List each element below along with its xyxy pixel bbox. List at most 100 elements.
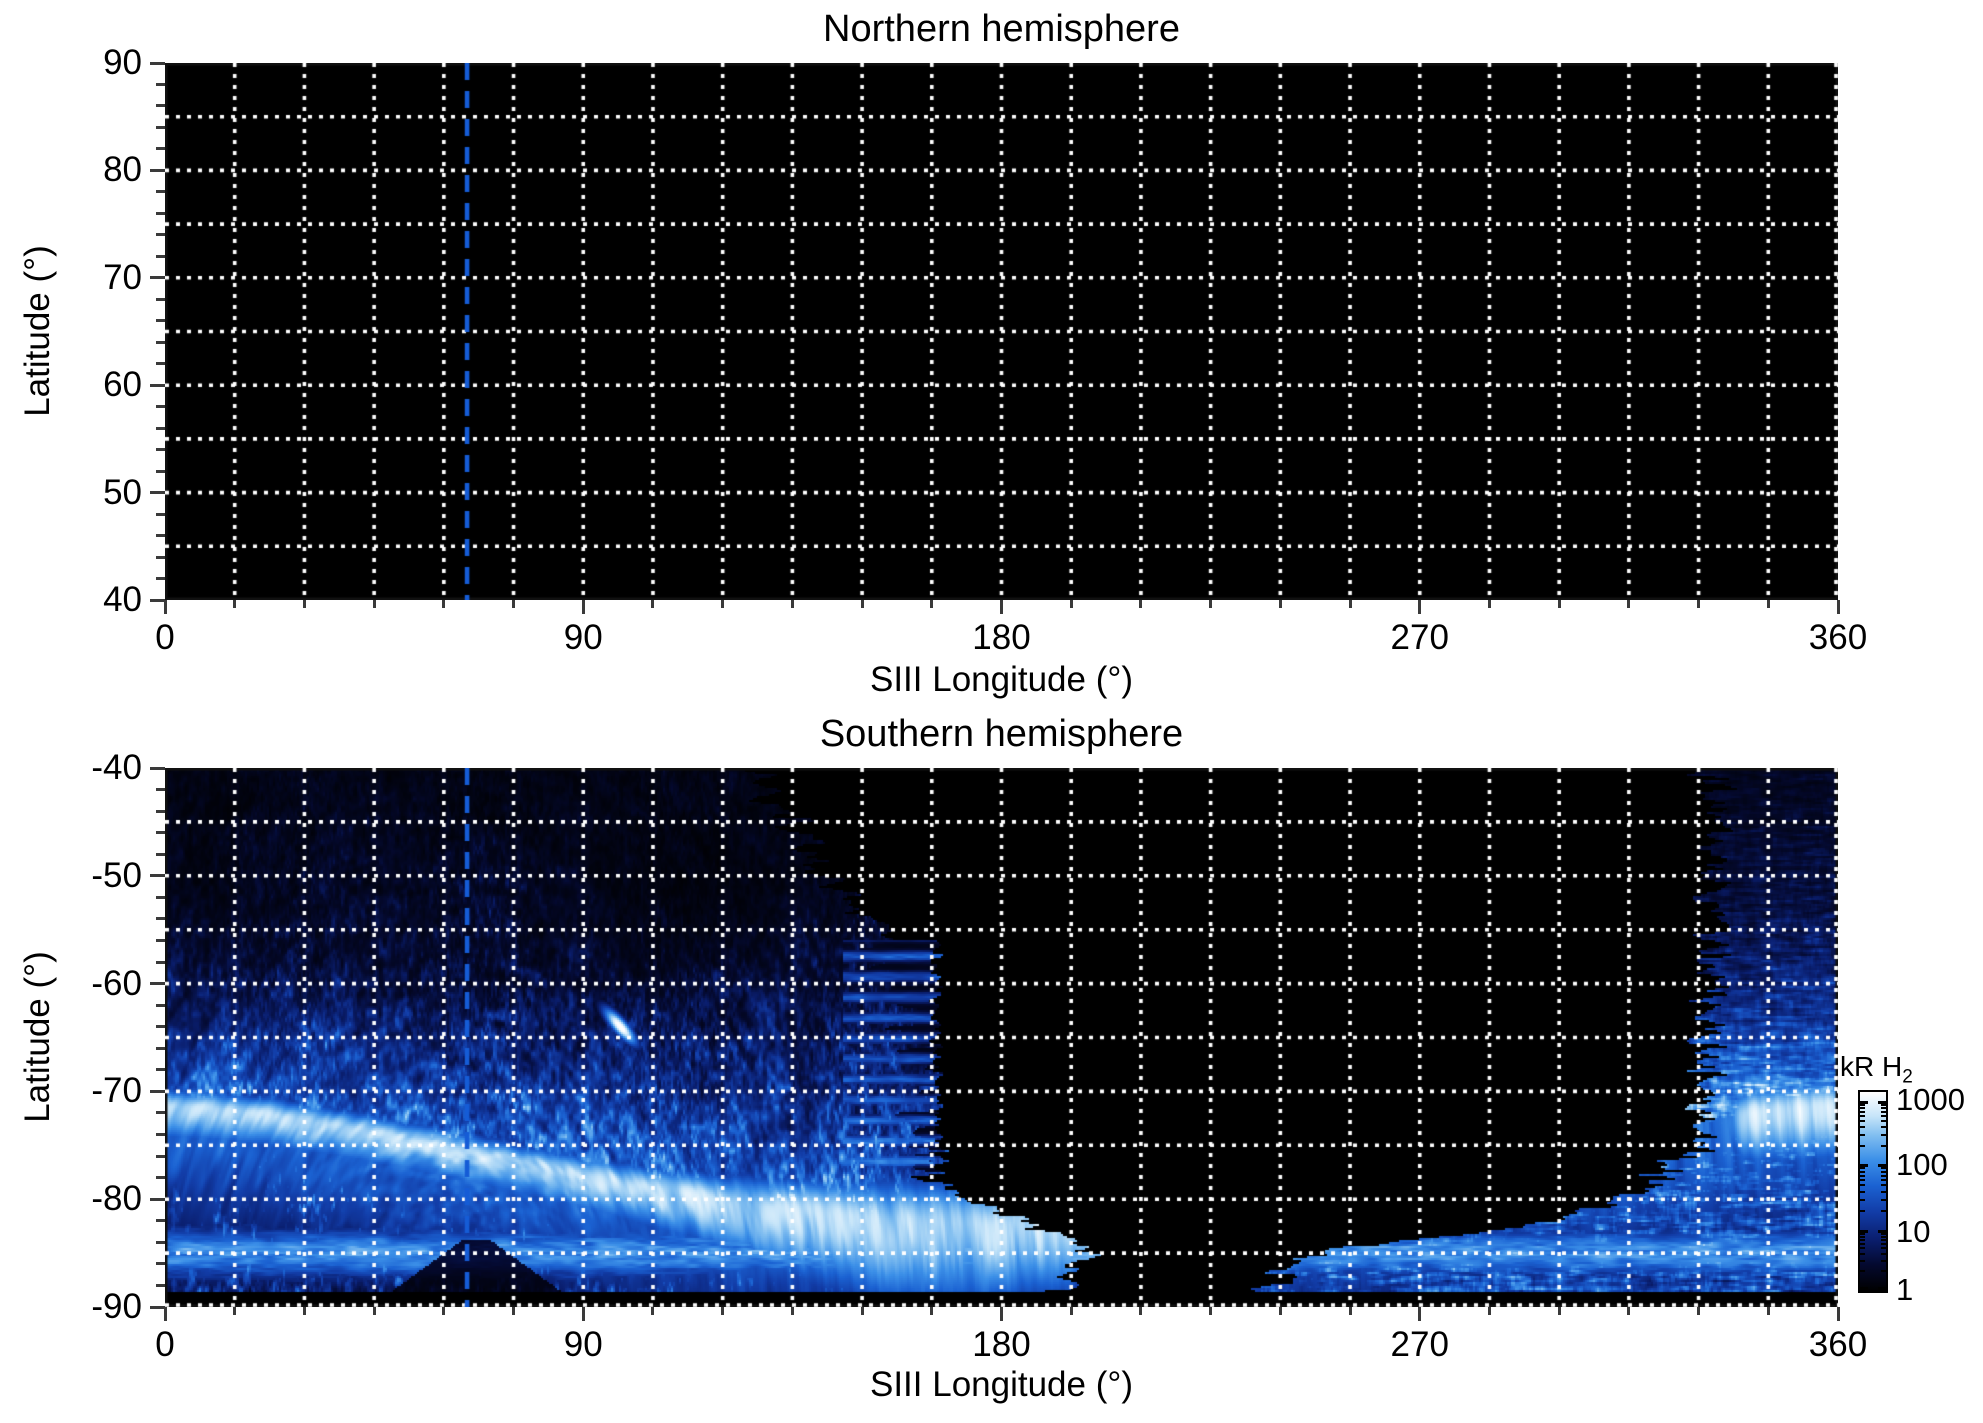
north-panel-title: Northern hemisphere [823, 8, 1180, 50]
colorbar-tick [1881, 1145, 1886, 1148]
y-tick-minor [156, 211, 165, 215]
colorbar-tick [1881, 1239, 1886, 1242]
x-tick-major [163, 1307, 167, 1321]
y-tick-minor [156, 577, 165, 581]
colorbar-tick [1860, 1287, 1868, 1290]
x-tick-label: 90 [563, 1325, 603, 1364]
x-tick-minor [1557, 1307, 1561, 1315]
y-tick-minor [156, 1219, 165, 1223]
x-tick-minor [651, 1307, 655, 1315]
colorbar-tick [1881, 1198, 1886, 1201]
y-tick-major [150, 61, 165, 65]
y-tick-minor [156, 788, 165, 792]
y-tick-major [150, 276, 165, 280]
x-tick-minor [790, 1307, 794, 1315]
colorbar-tick [1860, 1239, 1865, 1242]
south-xaxis-label: SIII Longitude (°) [869, 1365, 1134, 1404]
colorbar-tick [1881, 1269, 1886, 1272]
y-tick-minor [156, 1111, 165, 1115]
y-tick-major [150, 168, 165, 172]
y-tick-minor [156, 297, 165, 301]
colorbar-tick [1860, 1269, 1865, 1272]
y-tick-minor [156, 555, 165, 559]
y-tick-minor [156, 1003, 165, 1007]
colorbar-tick [1881, 1103, 1886, 1106]
colorbar-tick [1881, 1252, 1886, 1255]
y-tick-minor [156, 82, 165, 86]
colorbar-tick [1860, 1167, 1865, 1170]
x-tick-minor [1766, 1307, 1770, 1315]
colorbar-tick [1860, 1230, 1868, 1234]
colorbar-tick [1860, 1247, 1865, 1250]
x-tick-minor [721, 1307, 725, 1315]
y-tick-major [150, 1197, 165, 1201]
colorbar-tick [1860, 1106, 1865, 1109]
x-tick-minor [860, 600, 864, 608]
y-tick-minor [156, 1154, 165, 1158]
y-tick-minor [156, 104, 165, 108]
colorbar-tick [1881, 1184, 1886, 1187]
colorbar-tick [1860, 1103, 1865, 1106]
colorbar-tick [1860, 1198, 1865, 1201]
x-tick-minor [233, 600, 237, 608]
y-tick-minor [156, 895, 165, 899]
colorbar-tick [1860, 1164, 1868, 1168]
colorbar-unit-sub: 2 [1902, 1066, 1913, 1088]
x-tick-minor [1557, 600, 1561, 608]
y-tick-minor [156, 405, 165, 409]
x-tick-label: 180 [972, 618, 1031, 657]
colorbar-tick [1881, 1179, 1886, 1182]
colorbar-tick [1881, 1114, 1886, 1117]
x-tick-minor [512, 600, 516, 608]
north-xaxis-label: SIII Longitude (°) [869, 660, 1134, 699]
y-tick-label: 40 [103, 580, 142, 619]
colorbar-tick [1860, 1170, 1865, 1173]
colorbar-tick [1860, 1179, 1865, 1182]
colorbar-tick [1881, 1134, 1886, 1137]
x-tick-minor [790, 600, 794, 608]
colorbar-tick [1881, 1170, 1886, 1173]
colorbar-tick-label: 10 [1896, 1214, 1931, 1250]
colorbar-tick [1860, 1126, 1865, 1129]
y-tick-label: 60 [103, 365, 142, 405]
x-tick-label: 270 [1390, 1325, 1449, 1364]
colorbar-unit-label: kR H2 [1840, 1052, 1913, 1093]
colorbar-tick-label: 1000 [1896, 1081, 1965, 1117]
y-tick-minor [156, 1046, 165, 1050]
y-tick-major [150, 1305, 165, 1309]
colorbar-tick [1881, 1167, 1886, 1170]
x-tick-label: 360 [1808, 618, 1868, 657]
colorbar-tick [1881, 1232, 1886, 1235]
x-tick-minor [1627, 1307, 1631, 1315]
x-tick-minor [442, 1307, 446, 1315]
x-tick-label: 180 [972, 1325, 1031, 1364]
y-tick-minor [156, 233, 165, 237]
x-tick-major [1836, 600, 1840, 614]
x-tick-major [1418, 1307, 1422, 1321]
y-tick-minor [156, 960, 165, 964]
x-tick-minor [1069, 1307, 1073, 1315]
colorbar-tick [1860, 1259, 1865, 1262]
colorbar-tick [1881, 1110, 1886, 1113]
y-tick-minor [156, 1025, 165, 1029]
x-tick-minor [1209, 1307, 1213, 1315]
colorbar-tick [1881, 1106, 1886, 1109]
y-tick-major [150, 598, 165, 602]
x-tick-minor [1697, 1307, 1701, 1315]
x-tick-major [1000, 600, 1003, 614]
x-tick-minor [930, 600, 934, 608]
x-tick-minor [1487, 1307, 1491, 1315]
colorbar-tick [1881, 1174, 1886, 1177]
colorbar-tick [1881, 1210, 1886, 1213]
colorbar-tick [1881, 1235, 1886, 1238]
x-tick-major [1836, 1307, 1840, 1321]
x-tick-minor [1278, 1307, 1282, 1315]
x-tick-label: 270 [1390, 618, 1449, 657]
colorbar-tick [1860, 1210, 1865, 1213]
x-tick-label: 360 [1808, 1325, 1868, 1364]
y-tick-label: 80 [103, 150, 142, 190]
colorbar-tick [1860, 1119, 1865, 1122]
y-tick-major [150, 383, 165, 387]
south-heatmap [165, 768, 1838, 1307]
south-panel-title: Southern hemisphere [819, 713, 1184, 755]
